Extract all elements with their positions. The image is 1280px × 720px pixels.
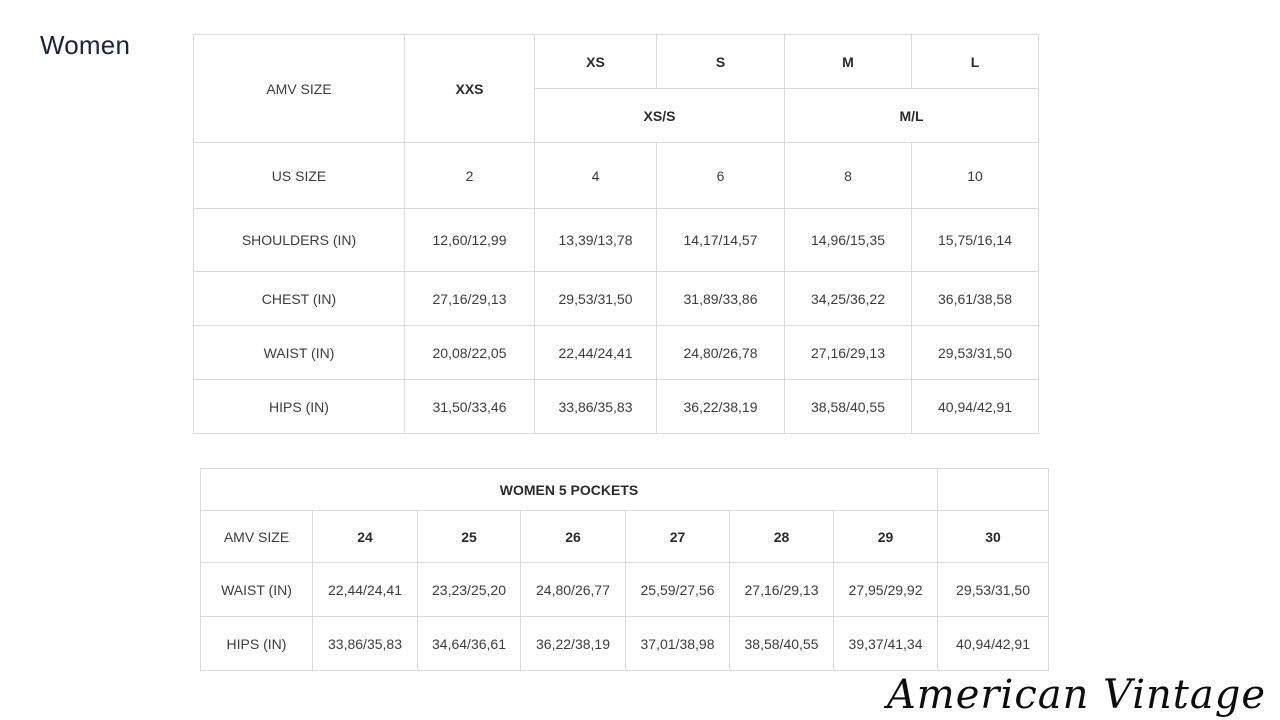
size-cell: 39,37/41,34 xyxy=(832,616,939,671)
size-cell: 8 xyxy=(784,142,912,209)
size-cell: 38,58/40,55 xyxy=(729,616,834,671)
group-header-m-l: M/L xyxy=(784,88,1039,143)
size-cell: 36,61/38,58 xyxy=(911,271,1039,326)
size-header-25: 25 xyxy=(417,510,521,563)
size-cell: 14,96/15,35 xyxy=(784,208,912,272)
size-cell: 6 xyxy=(656,142,785,209)
size-cell: 27,16/29,13 xyxy=(404,271,535,326)
table-row-us-size: US SIZE 2 4 6 8 10 xyxy=(193,142,1039,209)
size-cell: 36,22/38,19 xyxy=(520,616,626,671)
size-header-26: 26 xyxy=(520,510,626,563)
size-cell: 34,64/36,61 xyxy=(417,616,521,671)
row-label: AMV SIZE xyxy=(200,510,313,563)
size-header-30: 30 xyxy=(937,510,1050,563)
size-cell: 24,80/26,78 xyxy=(656,325,785,380)
size-header-24: 24 xyxy=(312,510,418,563)
size-header-27: 27 xyxy=(625,510,730,563)
size-cell: 2 xyxy=(404,142,535,209)
size-cell: 29,53/31,50 xyxy=(937,562,1050,617)
women-5-pockets-table: WOMEN 5 POCKETS AMV SIZE 24 25 26 27 28 … xyxy=(199,468,1050,671)
size-cell: 22,44/24,41 xyxy=(534,325,657,380)
row-label: HIPS (IN) xyxy=(200,616,313,671)
size-cell: 33,86/35,83 xyxy=(534,379,657,434)
row-label: WAIST (IN) xyxy=(200,562,313,617)
size-cell: 20,08/22,05 xyxy=(404,325,535,380)
size-header-l: L xyxy=(911,34,1039,89)
size-cell: 34,25/36,22 xyxy=(784,271,912,326)
size-cell: 40,94/42,91 xyxy=(937,616,1050,671)
size-cell: 36,22/38,19 xyxy=(656,379,785,434)
size-cell: 31,50/33,46 xyxy=(404,379,535,434)
size-cell: 27,16/29,13 xyxy=(784,325,912,380)
table-row-hips: HIPS (IN) 33,86/35,83 34,64/36,61 36,22/… xyxy=(200,616,1050,671)
size-cell: 38,58/40,55 xyxy=(784,379,912,434)
table-row-waist: WAIST (IN) 22,44/24,41 23,23/25,20 24,80… xyxy=(200,562,1050,617)
size-cell: 15,75/16,14 xyxy=(911,208,1039,272)
table-row-size-headers: AMV SIZE XXS XS S M L xyxy=(193,34,1039,143)
size-cell: 40,94/42,91 xyxy=(911,379,1039,434)
women-size-table: AMV SIZE XXS XS S M L XS/S M/L US SIZE 2… xyxy=(193,34,1039,434)
size-cell: 12,60/12,99 xyxy=(404,208,535,272)
size-cell: 14,17/14,57 xyxy=(656,208,785,272)
table-row-amv-size: AMV SIZE 24 25 26 27 28 29 30 xyxy=(200,510,1050,563)
size-header-s: S xyxy=(656,34,785,89)
row-label: US SIZE xyxy=(193,142,405,209)
size-cell: 37,01/38,98 xyxy=(625,616,730,671)
size-header-m: M xyxy=(784,34,912,89)
row-label: HIPS (IN) xyxy=(193,379,405,434)
size-header-29: 29 xyxy=(832,510,939,563)
table-row-chest: CHEST (IN) 27,16/29,13 29,53/31,50 31,89… xyxy=(193,271,1039,326)
size-cell: 29,53/31,50 xyxy=(534,271,657,326)
size-cell: 10 xyxy=(911,142,1039,209)
size-cell: 13,39/13,78 xyxy=(534,208,657,272)
table-row-waist: WAIST (IN) 20,08/22,05 22,44/24,41 24,80… xyxy=(193,325,1039,380)
american-vintage-logo: American Vintage xyxy=(886,672,1266,718)
row-label: WAIST (IN) xyxy=(193,325,405,380)
size-cell: 29,53/31,50 xyxy=(911,325,1039,380)
size-header-xxs: XXS xyxy=(404,34,535,143)
size-cell: 33,86/35,83 xyxy=(312,616,418,671)
size-cell: 4 xyxy=(534,142,657,209)
empty-header-cell xyxy=(937,468,1050,511)
size-header-xs: XS xyxy=(534,34,657,89)
pockets-table-title: WOMEN 5 POCKETS xyxy=(199,468,939,511)
table-row-shoulders: SHOULDERS (IN) 12,60/12,99 13,39/13,78 1… xyxy=(193,208,1039,272)
size-cell: 25,59/27,56 xyxy=(625,562,730,617)
group-header-xs-s: XS/S xyxy=(534,88,785,143)
table-row-hips: HIPS (IN) 31,50/33,46 33,86/35,83 36,22/… xyxy=(193,379,1039,434)
size-header-28: 28 xyxy=(729,510,834,563)
size-cell: 23,23/25,20 xyxy=(417,562,521,617)
row-label: CHEST (IN) xyxy=(193,271,405,326)
size-cell: 27,16/29,13 xyxy=(729,562,834,617)
table-row-group-headers: XS/S M/L xyxy=(194,88,1039,143)
size-cell: 24,80/26,77 xyxy=(520,562,626,617)
page-title: Women xyxy=(40,30,131,60)
amv-size-corner-label: AMV SIZE xyxy=(193,34,405,143)
size-cell: 31,89/33,86 xyxy=(656,271,785,326)
row-label: SHOULDERS (IN) xyxy=(193,208,405,272)
size-cell: 22,44/24,41 xyxy=(312,562,418,617)
size-cell: 27,95/29,92 xyxy=(832,562,939,617)
table-row-pockets-title: WOMEN 5 POCKETS xyxy=(199,468,1050,511)
